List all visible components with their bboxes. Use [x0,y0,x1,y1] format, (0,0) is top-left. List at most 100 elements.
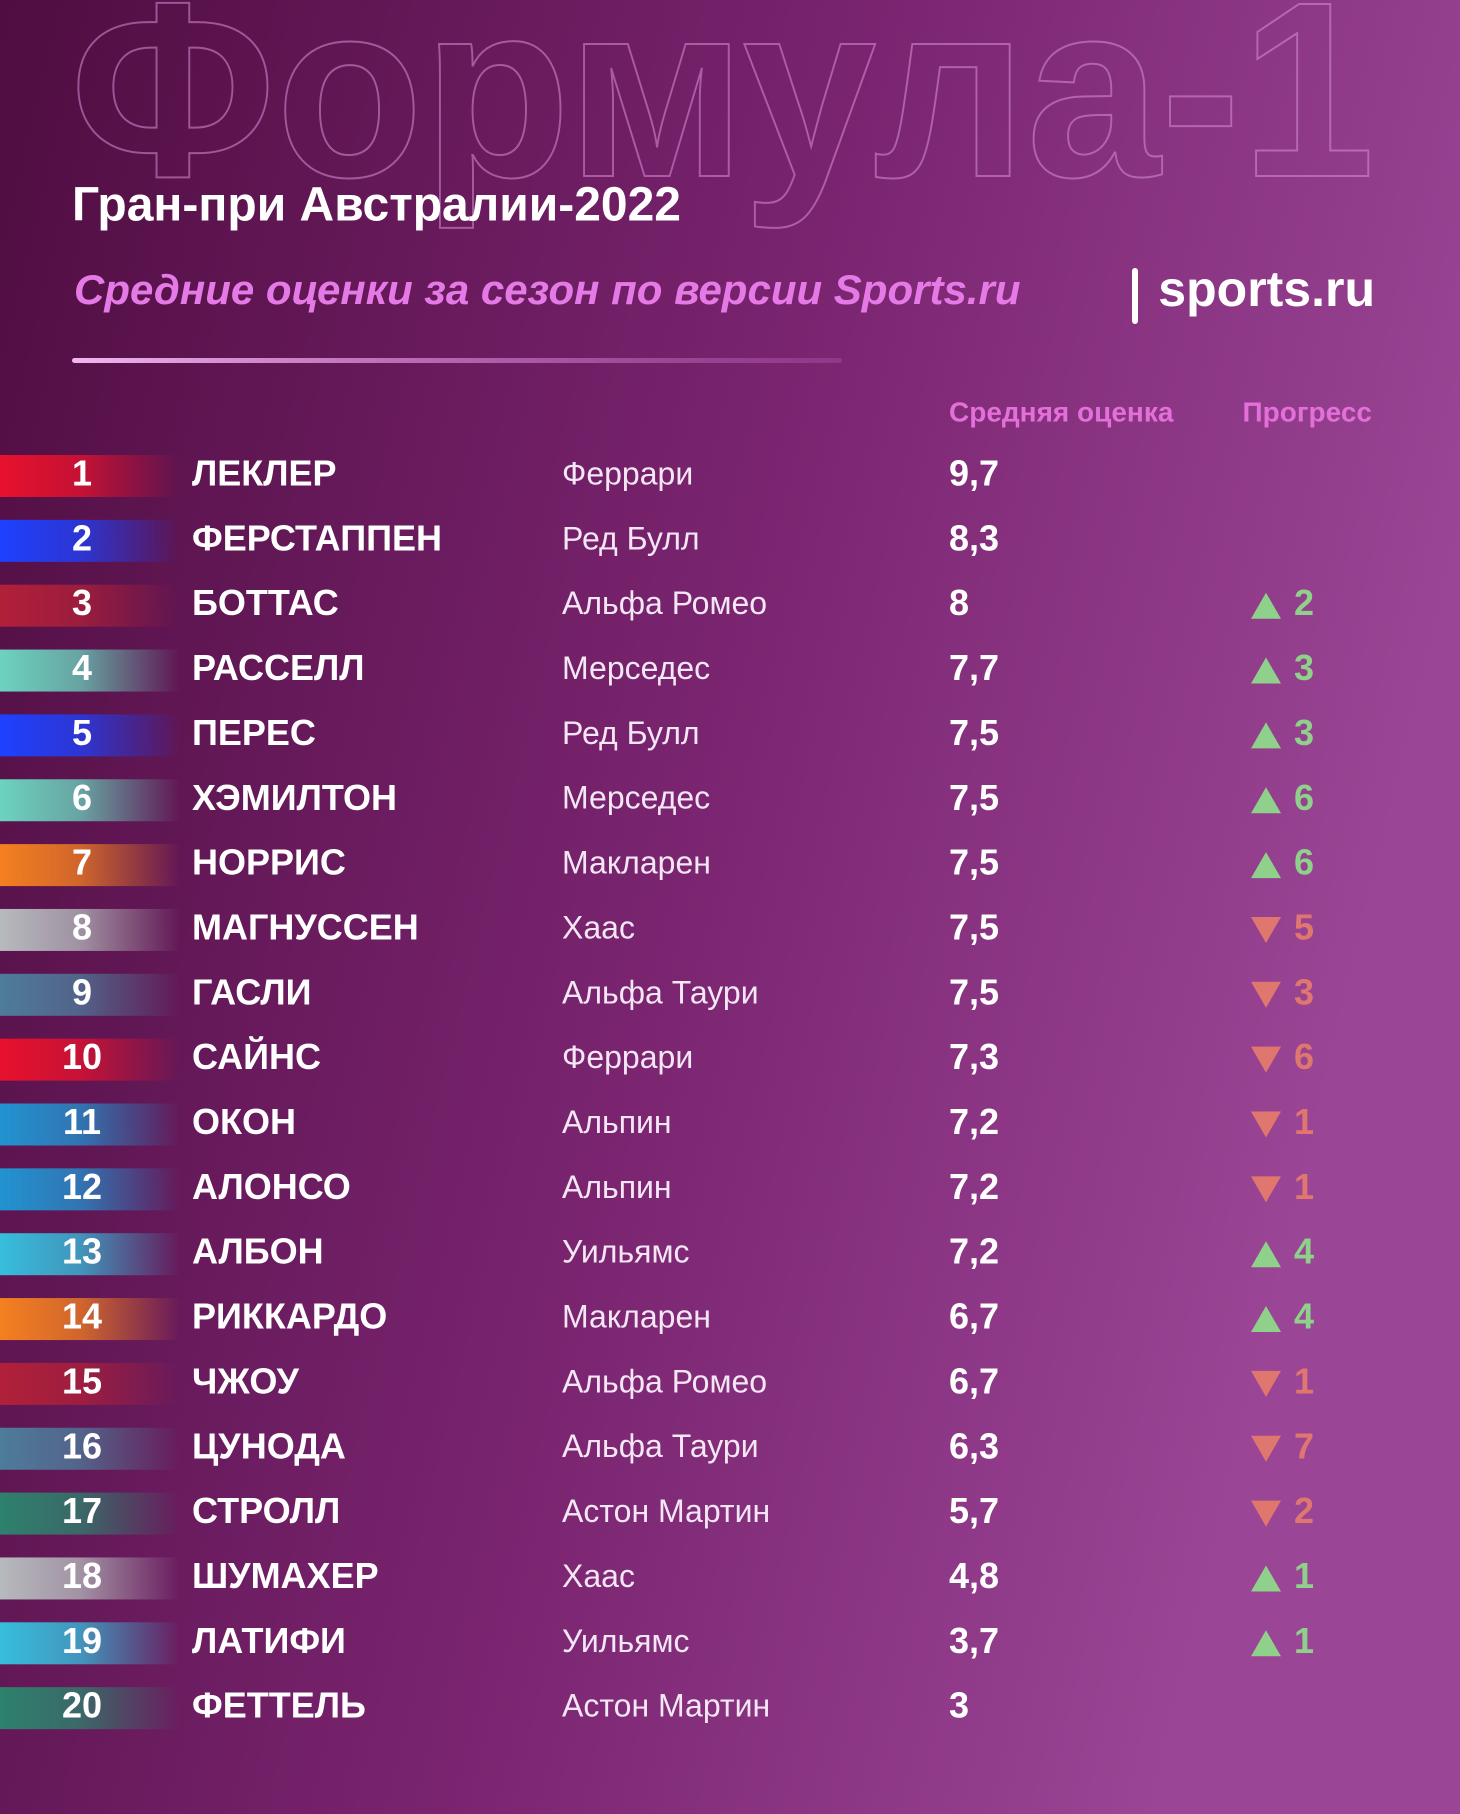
score: 7,5 [949,906,999,947]
driver-name: РАССЕЛЛ [192,647,364,688]
team: Хаас [562,909,635,945]
progress-value: 1 [1294,1620,1314,1661]
driver-name: САЙНС [192,1035,321,1077]
rank-stripe [0,1103,180,1146]
rank-stripe [0,1298,180,1341]
rank: 15 [62,1360,102,1401]
rank-stripe [0,714,180,757]
progress-value: 3 [1294,971,1314,1012]
driver-name: АЛОНСО [192,1166,351,1207]
logo: sports.ru [1158,261,1375,317]
rank: 6 [72,777,92,818]
arrow-down [1251,1435,1281,1462]
team: Альфа Таури [562,974,759,1010]
driver-name: АЛБОН [192,1231,324,1272]
rank: 18 [62,1555,102,1596]
driver-name: ФЕТТЕЛЬ [192,1685,366,1726]
progress-value: 1 [1294,1555,1314,1596]
subtitle: Средние оценки за сезон по версии Sports… [74,266,1020,313]
team: Мерседес [562,780,710,816]
score: 7,3 [949,1036,999,1077]
score: 7,5 [949,971,999,1012]
team: Ред Булл [562,715,700,751]
rank-stripe [0,584,180,627]
score: 3 [949,1685,969,1726]
rank-stripe [0,455,180,497]
score: 8,3 [949,517,999,558]
rank: 5 [72,712,92,753]
rank-stripe [0,908,180,951]
progress-value: 5 [1294,906,1314,947]
team: Мерседес [562,650,710,686]
rank: 7 [72,842,92,883]
rank-stripe [0,779,180,822]
rank: 12 [62,1166,102,1207]
score: 6,7 [949,1360,999,1401]
rank: 17 [62,1490,102,1531]
team: Феррари [562,1039,693,1075]
arrow-up [1251,1630,1281,1657]
driver-name: ХЭМИЛТОН [192,777,397,818]
rank: 13 [62,1231,102,1272]
team: Уильямс [562,1234,689,1270]
progress-value: 3 [1294,712,1314,753]
driver-name: ШУМАХЕР [192,1555,379,1596]
arrow-down [1251,1500,1281,1527]
driver-name: ЦУНОДА [192,1425,346,1466]
score: 6,3 [949,1425,999,1466]
arrow-down [1251,1046,1281,1073]
rank-stripe [0,649,180,692]
logo-mark [1132,268,1138,324]
driver-name: ФЕРСТАППЕН [192,517,442,558]
rank: 10 [62,1036,102,1077]
driver-name: ЛЕКЛЕР [192,453,337,494]
rank: 3 [72,582,92,623]
progress-value: 6 [1294,842,1314,883]
team: Хаас [562,1558,635,1594]
team: Ред Булл [562,520,700,556]
arrow-up [1251,1241,1281,1268]
score: 6,7 [949,1296,999,1337]
score: 7,5 [949,842,999,883]
score: 7,5 [949,712,999,753]
rank-stripe [0,1687,180,1730]
score: 7,2 [949,1101,999,1142]
score: 7,2 [949,1231,999,1272]
driver-name: МАГНУССЕН [192,906,419,947]
driver-name: РИККАРДО [192,1296,387,1337]
team: Макларен [562,845,711,881]
progress-value: 6 [1294,1036,1314,1077]
arrow-up [1251,592,1281,619]
rank: 11 [63,1101,101,1142]
score: 4,8 [949,1555,999,1596]
watermark: Формула-1 [70,0,1375,229]
team: Альпин [562,1169,672,1205]
rank-stripe [0,1492,180,1535]
team: Альфа Таури [562,1428,759,1464]
rank: 16 [62,1425,102,1466]
rank: 14 [62,1296,102,1337]
team: Альфа Ромео [562,585,767,621]
driver-name: СТРОЛЛ [192,1490,340,1531]
rank: 8 [72,906,92,947]
team: Уильямс [562,1623,689,1659]
team: Астон Мартин [562,1493,770,1529]
progress-value: 3 [1294,647,1314,688]
progress-value: 7 [1294,1425,1314,1466]
progress-value: 2 [1294,582,1314,623]
column-header: Прогресс [1243,396,1372,427]
arrow-up [1251,852,1281,879]
score: 3,7 [949,1620,999,1661]
driver-name: ПЕРЕС [192,712,316,753]
team: Феррари [562,455,693,491]
driver-name: ГАСЛИ [192,971,311,1012]
score: 7,2 [949,1166,999,1207]
rank: 4 [72,647,92,688]
rank-stripe [0,1233,180,1276]
divider [72,358,842,363]
rank-stripe [0,1622,180,1665]
driver-name: ОКОН [192,1101,296,1142]
arrow-down [1251,1176,1281,1203]
